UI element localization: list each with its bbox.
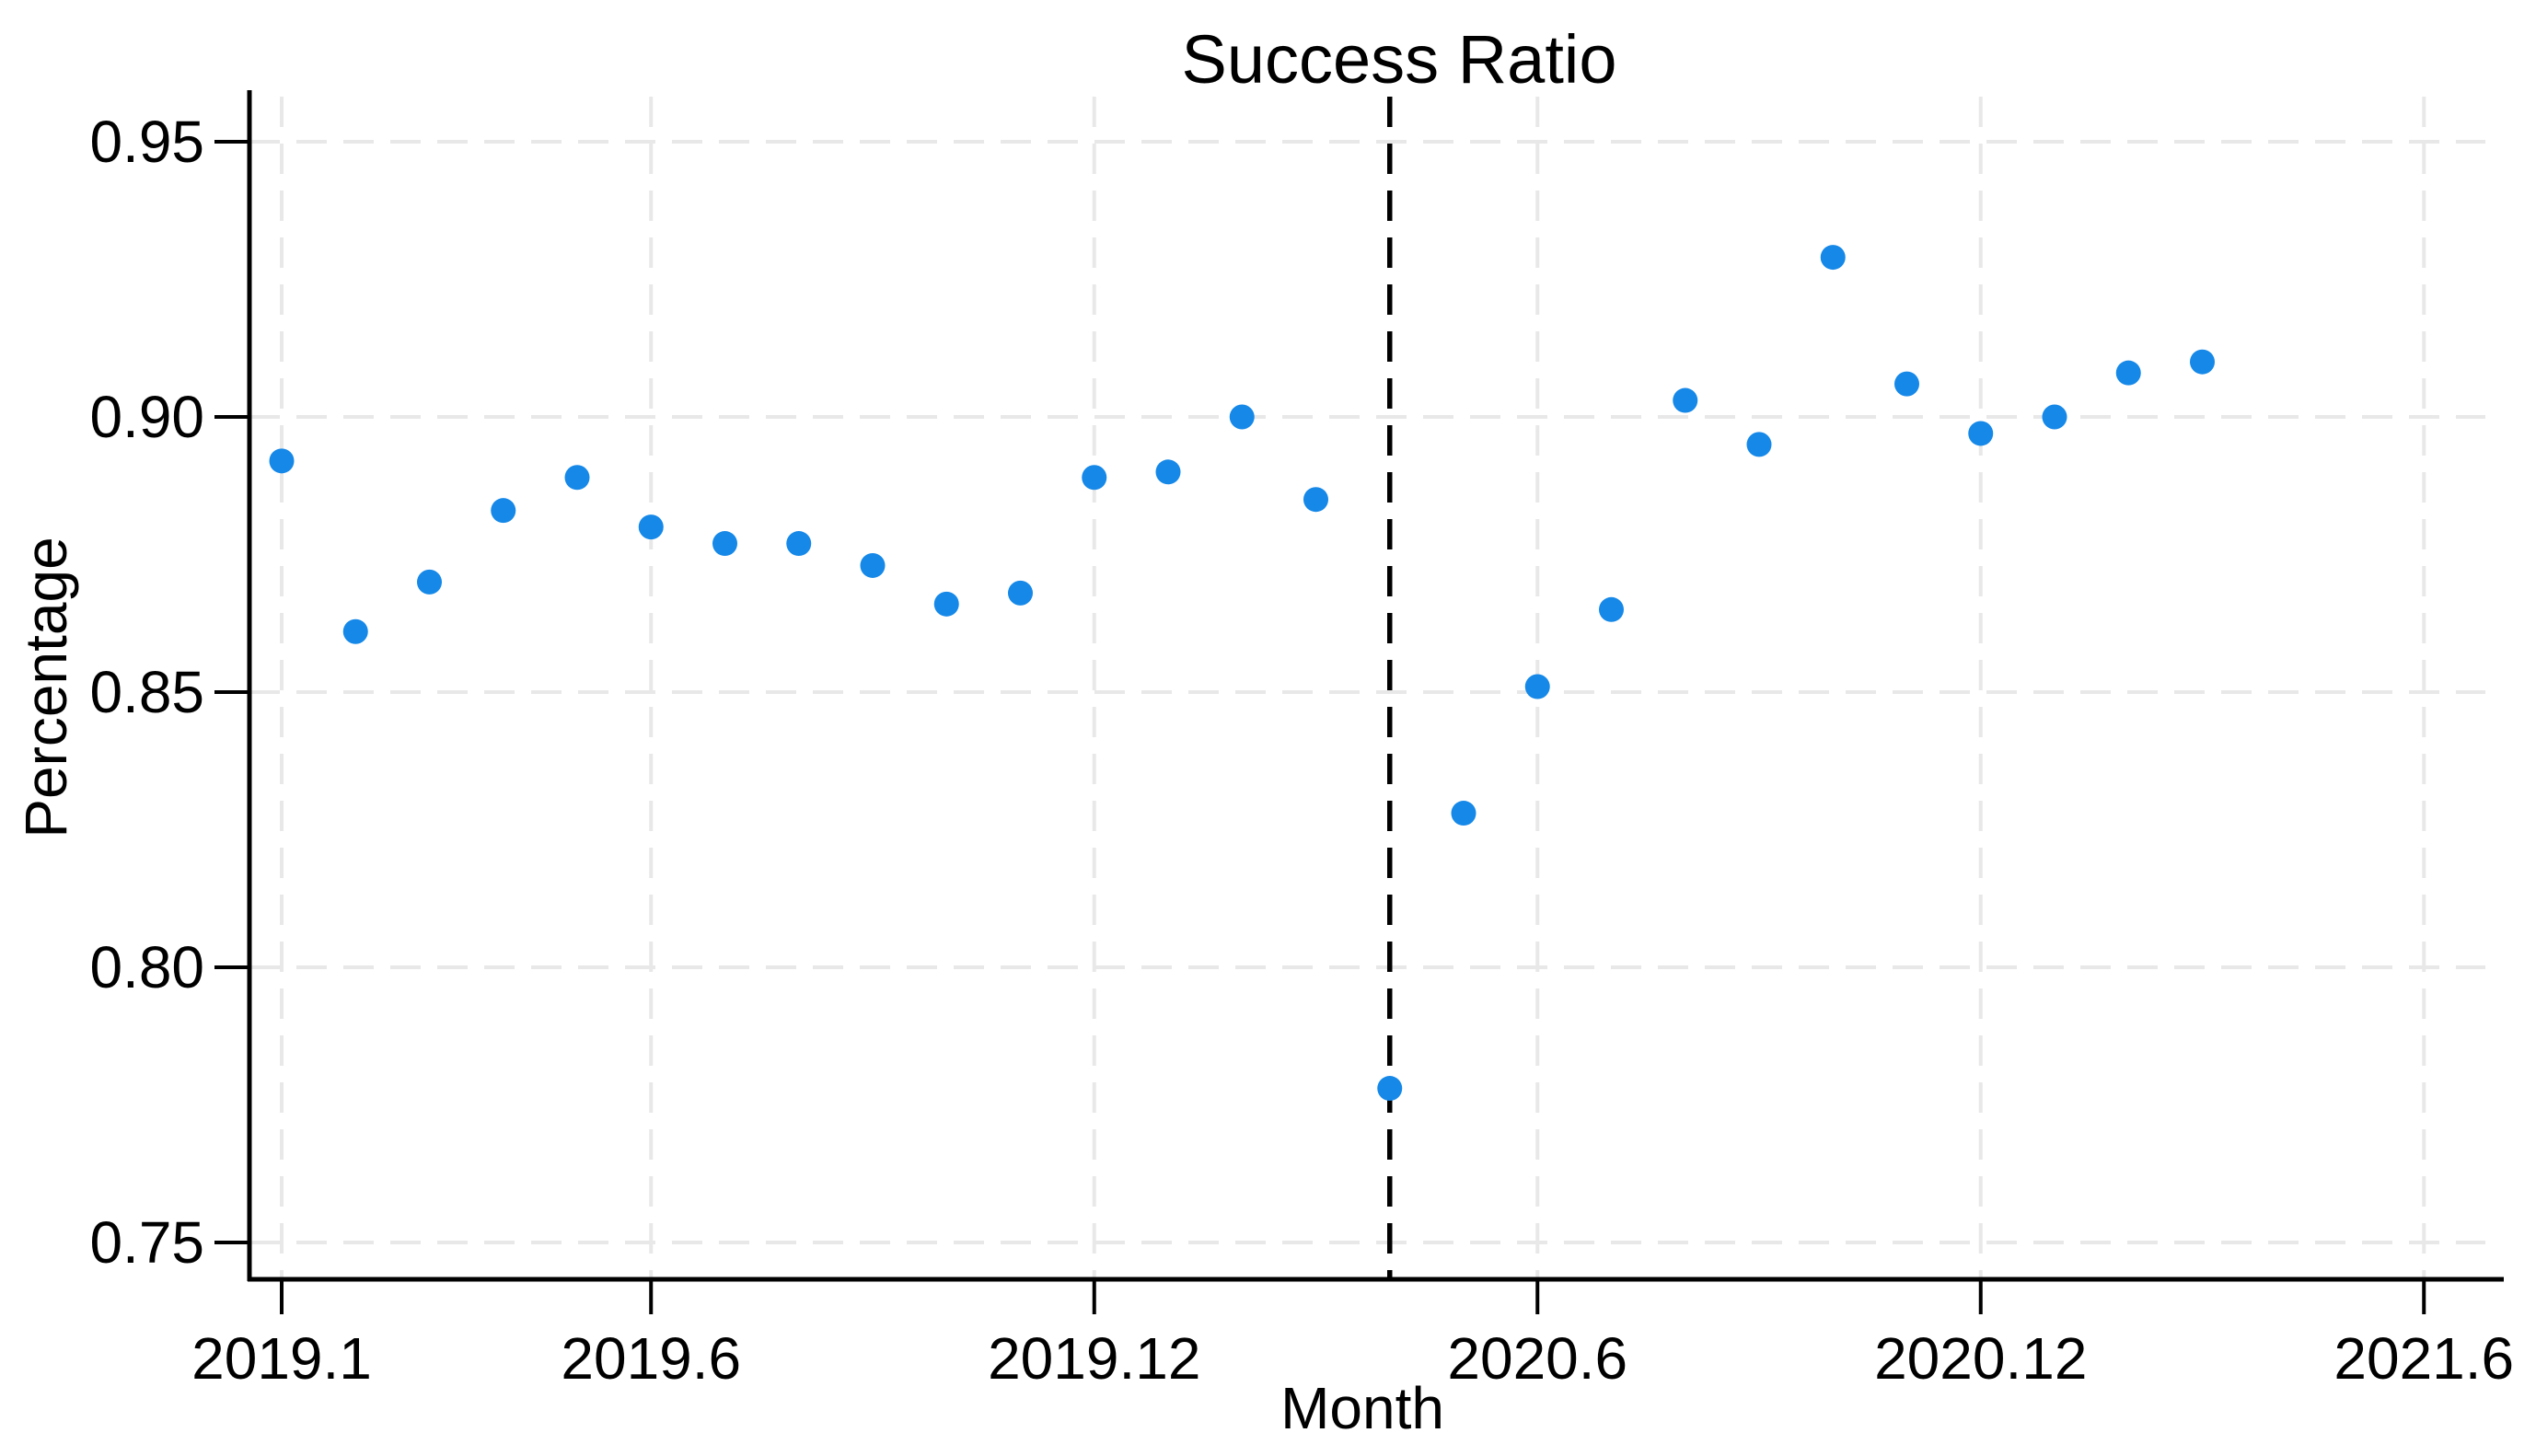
y-tick-label: 0.85: [89, 659, 204, 725]
x-tick-label: 2019.12: [988, 1325, 1200, 1392]
data-point-2020.12: [1968, 421, 1994, 446]
x-tick-label: 2019.1: [191, 1325, 372, 1392]
data-point-2020.3: [1303, 487, 1328, 513]
data-point-2019.4: [491, 498, 516, 524]
x-tick-label: 2020.6: [1447, 1325, 1627, 1392]
data-point-2019.6: [638, 514, 664, 540]
data-point-2020.11: [1894, 371, 1919, 397]
data-point-2019.11: [1008, 580, 1033, 606]
data-point-2019.10: [933, 591, 959, 617]
data-points-layer: [269, 245, 2215, 1102]
data-point-2021.2: [2115, 360, 2141, 386]
data-point-2020.8: [1673, 387, 1698, 413]
data-point-2020.9: [1746, 432, 1772, 457]
data-point-2019.12: [1082, 465, 1107, 491]
x-tick-label: 2021.6: [2333, 1325, 2514, 1392]
data-point-2019.9: [860, 552, 886, 578]
data-point-2019.8: [786, 531, 812, 557]
y-tick-label: 0.95: [89, 109, 204, 175]
chart-title: Success Ratio: [1182, 21, 1617, 98]
x-tick-label: 2019.6: [561, 1325, 741, 1392]
y-axis-title: Percentage: [13, 537, 79, 838]
data-point-2020.5: [1451, 801, 1476, 826]
y-tick-label: 0.80: [89, 934, 204, 1000]
tick-labels-layer: 0.75 0.80 0.85 0.90 0.95 2019.1 2019.6 2019.12 2…: [89, 109, 2514, 1392]
data-point-2019.2: [342, 618, 368, 644]
data-point-2020.4: [1377, 1076, 1403, 1102]
data-point-2019.1: [269, 448, 295, 474]
data-point-2020.7: [1599, 596, 1624, 622]
y-tick-label: 0.75: [89, 1209, 204, 1276]
data-point-2020.6: [1524, 674, 1550, 699]
data-point-2020.2: [1229, 404, 1255, 430]
data-point-2021.1: [2042, 404, 2067, 430]
y-tick-label: 0.90: [89, 384, 204, 450]
data-point-2020.1: [1155, 459, 1181, 485]
data-point-2021.3: [2190, 349, 2215, 375]
data-point-2020.10: [1820, 245, 1846, 271]
x-axis-title: Month: [1280, 1375, 1444, 1441]
x-tick-label: 2020.12: [1874, 1325, 2087, 1392]
data-point-2019.7: [712, 531, 737, 557]
data-point-2019.5: [564, 465, 590, 491]
gridlines-layer: [214, 97, 2485, 1314]
data-point-2019.3: [417, 569, 442, 595]
